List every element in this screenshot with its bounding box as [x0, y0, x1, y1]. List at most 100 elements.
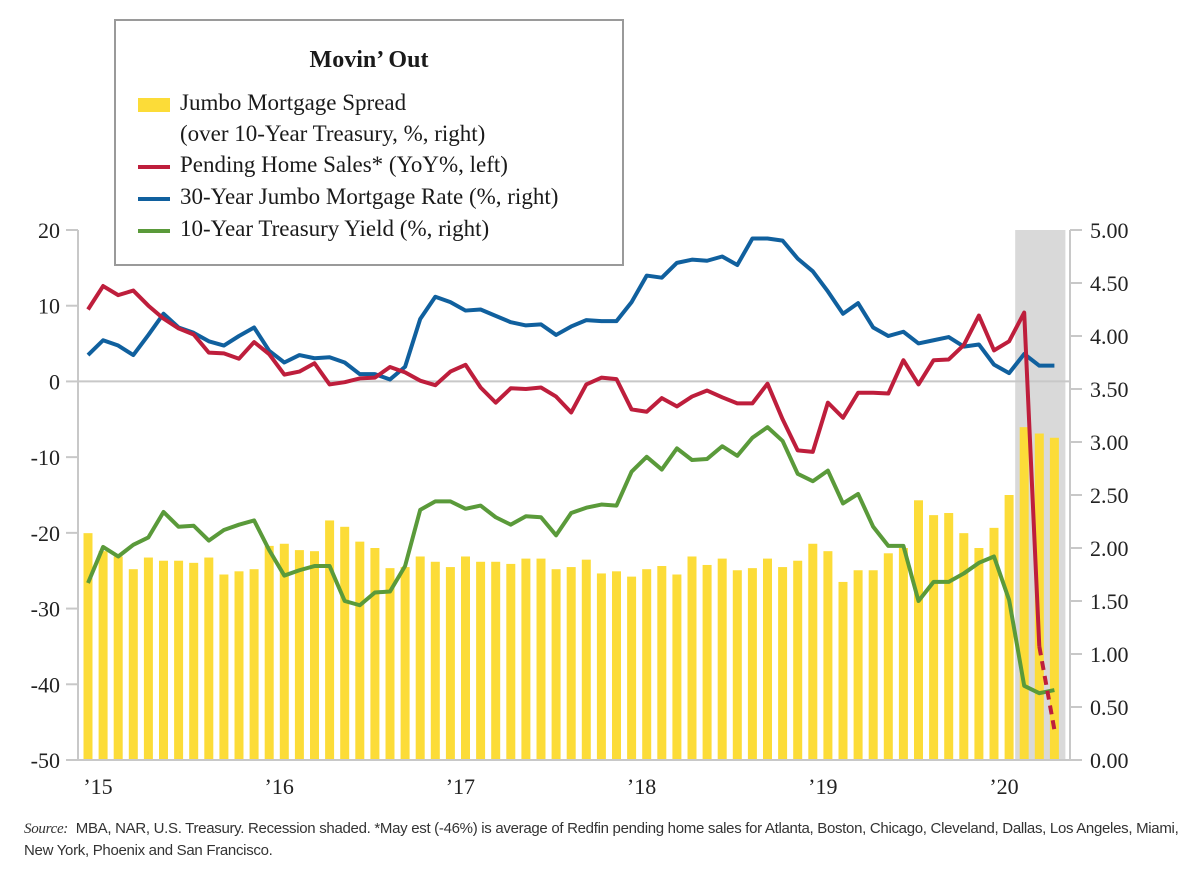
chart-title: Movin’ Out: [309, 47, 429, 73]
bar-spread: [883, 553, 893, 760]
bar-spread: [159, 560, 168, 760]
left-tick-label: -40: [31, 672, 60, 697]
legend-label-treasury: 10-Year Treasury Yield (%, right): [180, 216, 490, 241]
bar-spread: [551, 569, 561, 760]
bar-spread: [702, 564, 712, 760]
left-axis-ticks: 20 10 0 -10 -20 -30 -40 -50: [31, 218, 78, 773]
bar-spread: [355, 541, 365, 760]
right-tick-label: 1.50: [1090, 589, 1129, 614]
bar-spread: [1019, 427, 1029, 760]
bar-spread: [642, 569, 652, 760]
bar-spread: [959, 533, 969, 760]
right-axis-ticks: 5.00 4.50 4.00 3.50 3.00 2.50 2.00 1.50 1.00 0.50…: [1070, 218, 1129, 773]
bar-spread: [687, 556, 697, 760]
bar-spread: [189, 562, 199, 760]
source-label: Source:: [24, 821, 68, 837]
bar-spread: [581, 559, 591, 760]
right-tick-label: 0.00: [1090, 748, 1129, 773]
legend-item-treasury: 10-Year Treasury Yield (%, right): [138, 213, 489, 244]
bar-spread: [1049, 437, 1059, 760]
right-tick-label: 2.00: [1090, 536, 1129, 561]
legend-swatch-treasury: [138, 228, 170, 233]
bar-spread: [400, 567, 410, 760]
source-text: MBA, NAR, U.S. Treasury. Recession shade…: [24, 820, 1179, 859]
bar-spread: [838, 581, 848, 760]
right-tick-label: 3.50: [1090, 377, 1129, 402]
bar-spread: [204, 557, 214, 760]
bar-spread: [461, 556, 470, 760]
legend-item-pending: Pending Home Sales* (YoY%, left): [138, 149, 508, 180]
bar-spread: [174, 560, 184, 760]
line-pending-home-sales-yoy-left: [86, 284, 1042, 647]
bar-spread: [989, 527, 999, 760]
bar-spread: [294, 550, 304, 760]
bar-spread: [310, 551, 319, 760]
right-tick-label: 4.50: [1090, 271, 1129, 296]
x-tick-label: ’18: [627, 774, 656, 799]
bar-spread: [672, 574, 682, 760]
x-tick-label: ’19: [808, 774, 837, 799]
legend-label-pending: Pending Home Sales* (YoY%, left): [180, 152, 508, 177]
bar-spread: [793, 560, 803, 760]
legend-swatch-spread: [138, 97, 170, 112]
legend: Movin’ Out Jumbo Mortgage Spread (over 1…: [114, 19, 624, 266]
bar-spread: [219, 574, 229, 760]
legend-label-spread: Jumbo Mortgage Spread: [180, 90, 407, 115]
bar-spread: [914, 500, 923, 760]
legend-item-spread: Jumbo Mortgage Spread (over 10-Year Trea…: [138, 87, 485, 149]
line-30-year-jumbo-mortgage-rate-right: [86, 236, 1055, 382]
x-tick-label: ’17: [446, 774, 475, 799]
legend-swatch-pending: [138, 164, 170, 169]
bar-spread: [249, 569, 259, 760]
bar-spread: [596, 573, 606, 760]
bar-spread: [445, 567, 455, 760]
left-tick-label: -50: [31, 748, 60, 773]
bar-spread: [234, 571, 244, 760]
bar-spread: [717, 558, 727, 760]
bar-spread: [566, 567, 576, 760]
bar-spread: [98, 551, 108, 760]
bar-spread: [279, 543, 289, 760]
legend-item-jumbo-rate: 30-Year Jumbo Mortgage Rate (%, right): [138, 181, 558, 212]
bar-spread: [627, 576, 637, 760]
bar-spread: [823, 551, 833, 760]
bar-spread: [763, 558, 772, 760]
right-tick-label: 4.00: [1090, 324, 1129, 349]
spread-bars: [83, 427, 1059, 760]
bar-spread: [83, 533, 93, 760]
bar-spread: [415, 556, 425, 760]
left-tick-label: -30: [31, 597, 60, 622]
x-tick-label: ’16: [265, 774, 294, 799]
bar-spread: [340, 526, 350, 760]
x-axis-ticks: ’15 ’16 ’17 ’18 ’19 ’20: [83, 774, 1018, 799]
right-tick-label: 5.00: [1090, 218, 1129, 243]
series-lines: [86, 236, 1057, 731]
right-tick-label: 1.00: [1090, 642, 1129, 667]
bar-spread: [476, 561, 486, 760]
bar-spread: [264, 545, 274, 760]
bar-spread: [143, 557, 153, 760]
bar-spread: [778, 567, 788, 760]
bar-spread: [747, 568, 757, 760]
bar-spread: [929, 515, 939, 760]
bar-spread: [430, 561, 440, 760]
bar-spread: [1034, 433, 1044, 760]
bar-spread: [370, 548, 380, 760]
legend-swatch-jumbo-rate: [138, 196, 170, 201]
left-tick-label: 0: [49, 369, 60, 394]
bar-spread: [944, 513, 954, 760]
bar-spread: [128, 569, 138, 760]
right-tick-label: 2.50: [1090, 483, 1129, 508]
right-tick-label: 3.00: [1090, 430, 1129, 455]
legend-label-spread-sub: (over 10-Year Treasury, %, right): [180, 121, 486, 146]
right-tick-label: 0.50: [1090, 695, 1129, 720]
bar-spread: [868, 570, 878, 760]
left-tick-label: 20: [38, 218, 60, 243]
left-tick-label: 10: [38, 294, 60, 319]
bar-spread: [612, 571, 621, 760]
source-note: Source: MBA, NAR, U.S. Treasury. Recessi…: [24, 818, 1184, 862]
legend-label-jumbo-rate: 30-Year Jumbo Mortgage Rate (%, right): [180, 184, 559, 209]
bar-spread: [898, 548, 908, 760]
left-tick-label: -10: [31, 445, 60, 470]
